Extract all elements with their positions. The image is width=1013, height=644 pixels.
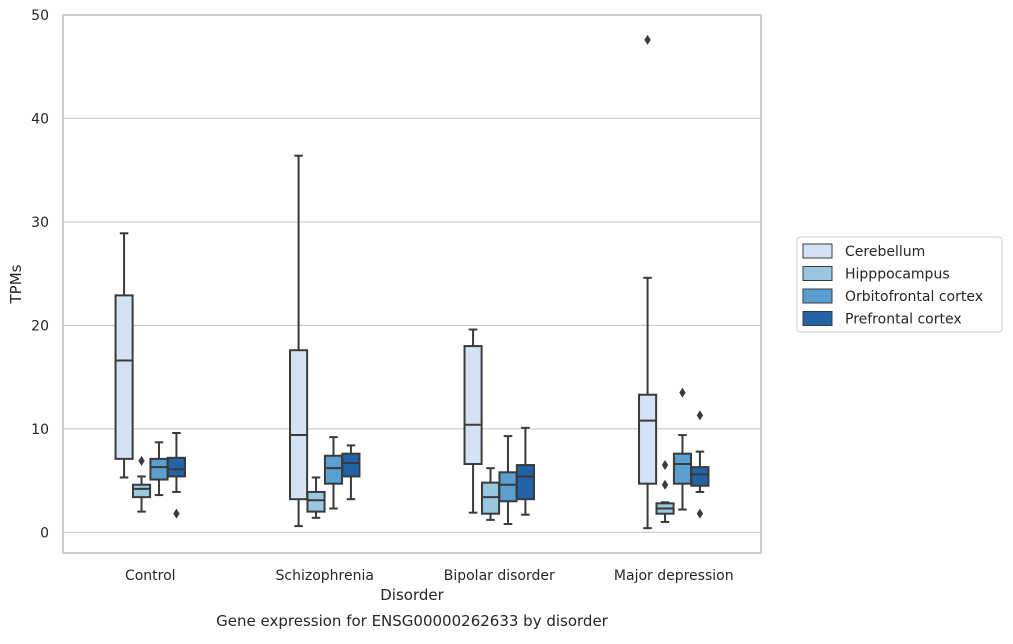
plot-frame (62, 14, 762, 554)
box-iqr (463, 345, 483, 466)
box-group (131, 455, 152, 513)
y-axis-label: TPMs (7, 264, 25, 304)
box-iqr (114, 294, 134, 460)
box-iqr (672, 452, 693, 485)
legend-frame (796, 236, 1003, 333)
y-tick-labels: 0 10 20 30 40 50 (31, 8, 49, 541)
x-tick-label: Major depression (614, 568, 734, 584)
box-group (690, 410, 710, 519)
y-tick-label: 10 (31, 422, 49, 438)
outlier-point (696, 508, 704, 519)
x-tick-labels: Control Schizophrenia Bipolar disorder Majo… (125, 568, 734, 584)
box-group (655, 460, 675, 523)
x-tick-label: Control (125, 568, 176, 584)
outlier-point (661, 460, 669, 471)
box-group (114, 232, 134, 479)
legend-items: Cerebellum Hipppocampus Orbitofrontal cort… (802, 243, 983, 328)
box-group (480, 467, 501, 521)
box-group (463, 328, 483, 514)
box-iqr (515, 464, 535, 501)
box-group (166, 431, 186, 519)
box-iqr (341, 452, 361, 478)
box-iqr (323, 454, 344, 485)
outlier-point (679, 387, 686, 398)
box-group (341, 444, 361, 501)
box-iqr (638, 393, 658, 485)
box-iqr (131, 483, 152, 499)
box-iqr (306, 490, 326, 513)
legend-label: Prefrontal cortex (845, 312, 962, 328)
legend: Cerebellum Hipppocampus Orbitofrontal cort… (796, 236, 1003, 333)
outlier-point (173, 508, 180, 519)
x-tick-label: Bipolar disorder (444, 568, 555, 584)
legend-swatch (802, 243, 833, 259)
y-tick-label: 30 (31, 215, 49, 231)
box-group (498, 435, 518, 526)
legend-label: Orbitofrontal cortex (845, 289, 983, 305)
legend-swatch (802, 311, 833, 326)
outlier-point (696, 410, 704, 421)
box-iqr (289, 349, 309, 501)
box-group (323, 436, 344, 510)
outlier-point (138, 455, 145, 466)
box-group (289, 154, 309, 528)
legend-swatch (802, 266, 833, 281)
y-tick-label: 20 (31, 318, 49, 334)
y-tick-label: 0 (40, 525, 49, 541)
legend-label: Cerebellum (845, 244, 925, 260)
box-group (515, 426, 535, 516)
legend-label: Hipppocampus (845, 267, 950, 283)
y-tick-label: 40 (31, 111, 49, 127)
box-group (306, 476, 326, 519)
y-tick-label: 50 (31, 8, 49, 24)
box-layer (114, 34, 710, 530)
box-group (149, 441, 169, 497)
chart-caption: Gene expression for ENSG00000262633 by d… (216, 612, 609, 630)
legend-swatch (802, 288, 833, 304)
box-iqr (166, 456, 186, 478)
box-iqr (498, 471, 518, 503)
x-tick-label: Schizophrenia (276, 568, 374, 584)
box-iqr (149, 457, 169, 481)
outlier-point (644, 34, 651, 45)
box-iqr (690, 466, 710, 487)
box-group (638, 34, 658, 530)
outlier-point (661, 479, 669, 490)
x-axis-label: Disorder (380, 586, 444, 604)
box-iqr (480, 481, 501, 515)
box-group (672, 387, 693, 511)
